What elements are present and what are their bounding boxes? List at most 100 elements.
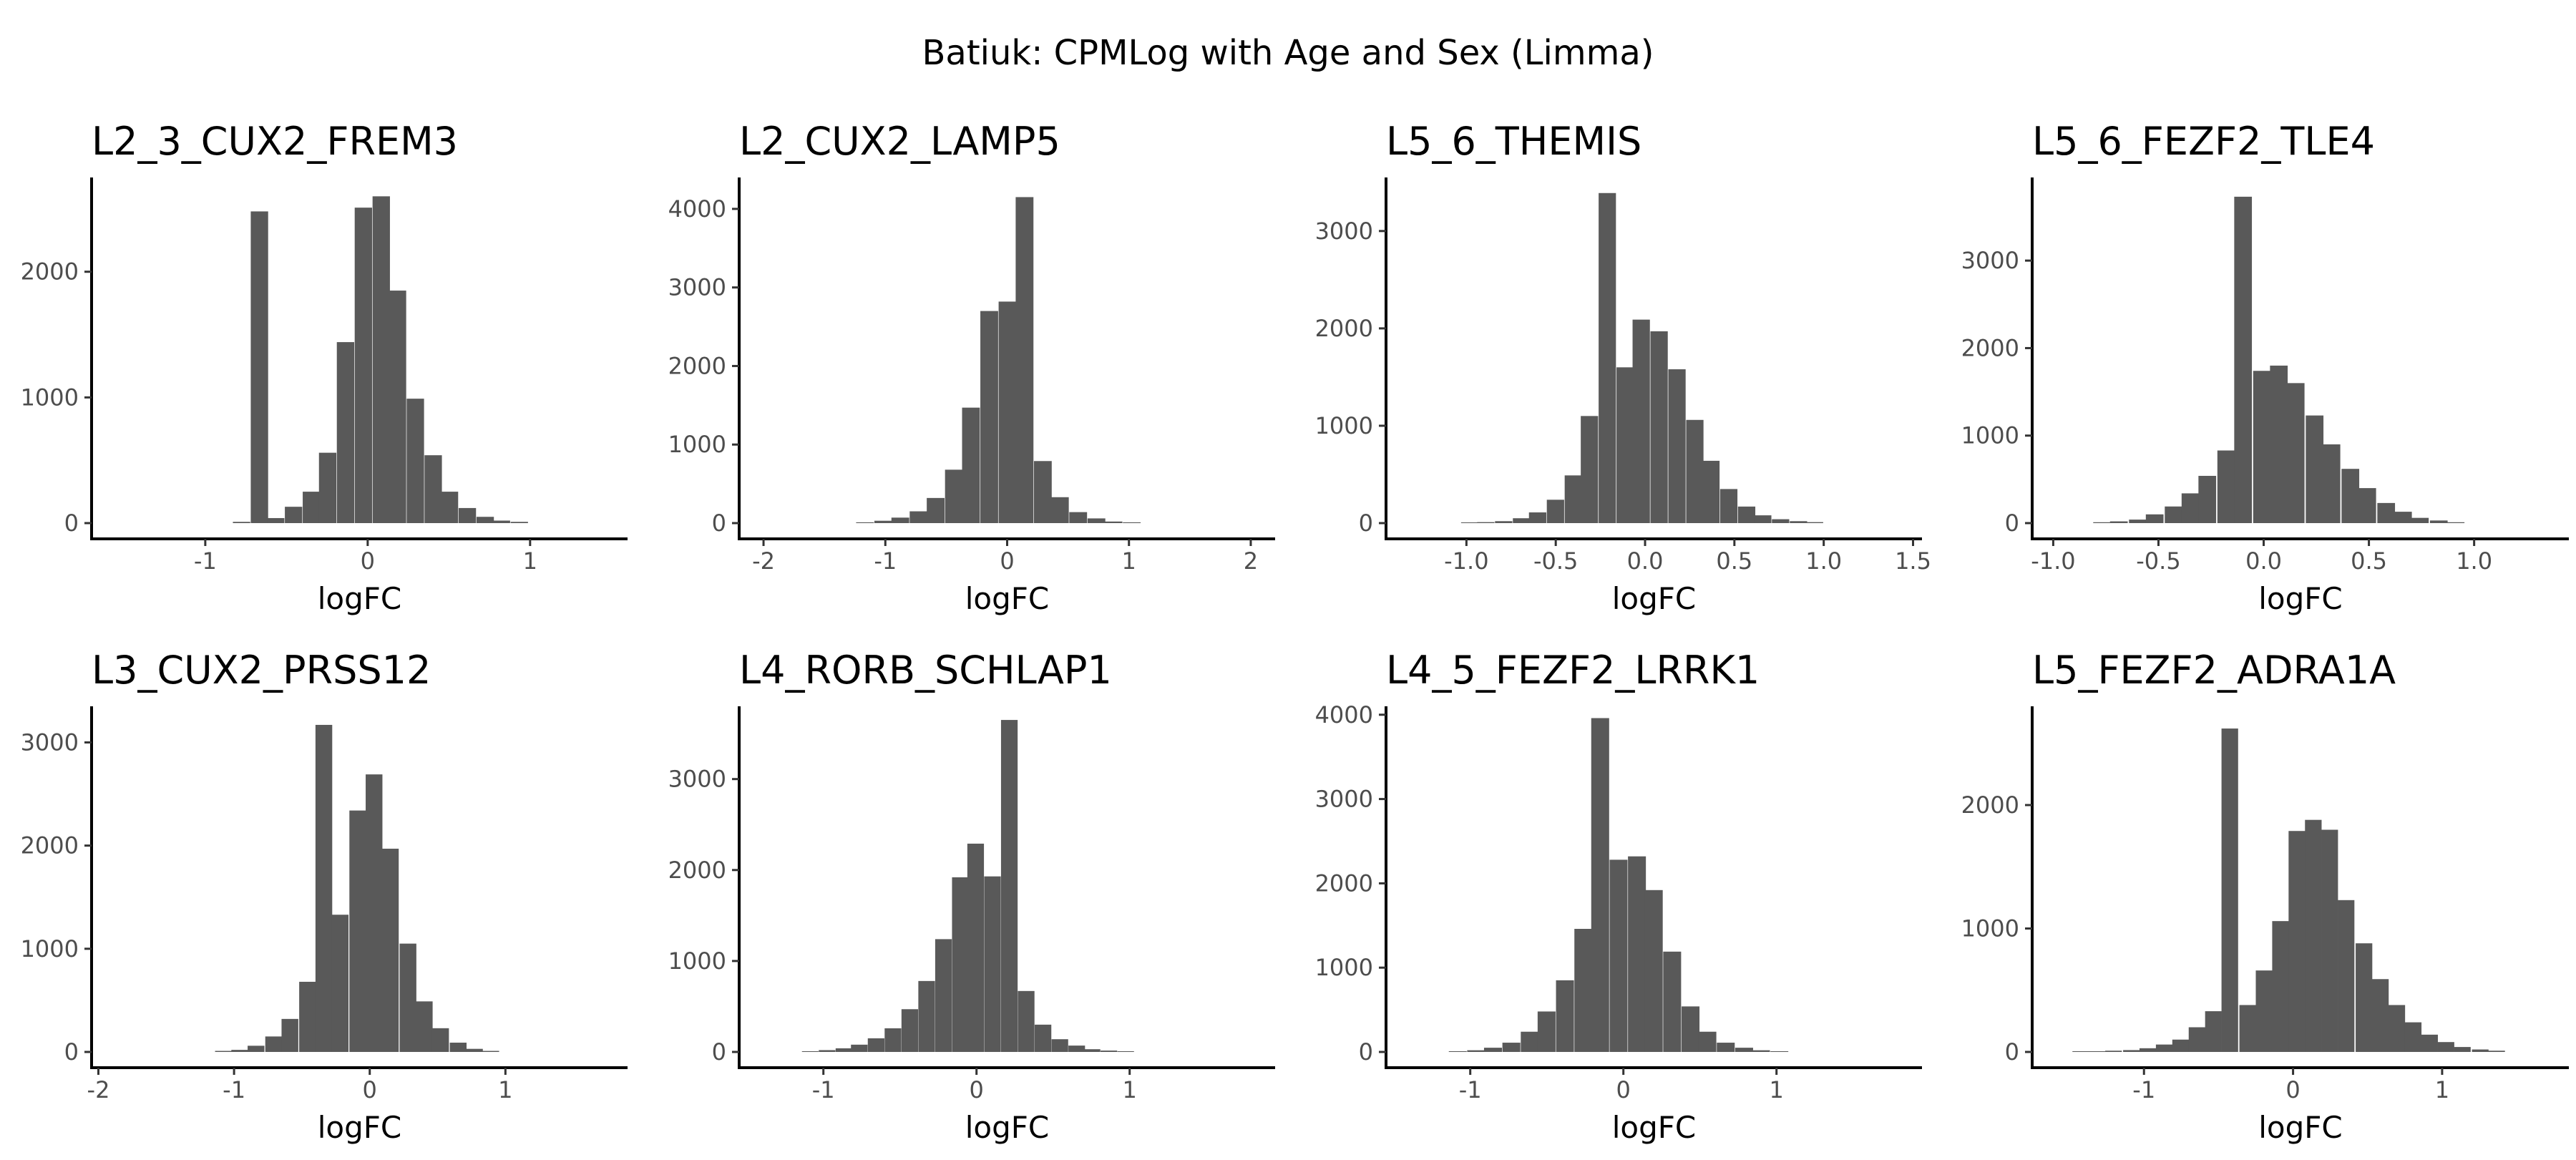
y-tick-label: 3000	[668, 274, 726, 301]
histogram-bar	[1650, 331, 1668, 523]
x-tick-label: 2	[1244, 547, 1258, 575]
x-tick-label: 0.5	[2351, 547, 2387, 575]
histogram-bar	[233, 522, 250, 523]
histogram-bar	[381, 848, 399, 1052]
x-tick-label: 0	[361, 547, 375, 575]
histogram-bar	[2272, 921, 2289, 1052]
panel-l2-3-cux2-frem3: L2_3_CUX2_FREM3 0 1000 2000 -1 0 1 logFC	[21, 119, 628, 616]
x-tick-label: 1	[2435, 1076, 2449, 1103]
histogram-bar	[1686, 419, 1704, 523]
histogram-bar	[2089, 1051, 2106, 1052]
histogram-bar	[1616, 367, 1634, 523]
histogram-bar	[2446, 522, 2465, 523]
histogram-bar	[354, 208, 372, 523]
histogram-bar	[1495, 521, 1513, 523]
histogram-bar	[2306, 415, 2324, 523]
x-tick-label: -0.5	[2136, 547, 2180, 575]
x-tick-label: 1	[523, 547, 537, 575]
histogram-bar	[2411, 517, 2429, 523]
histogram-bar	[1528, 512, 1546, 523]
histogram-bar	[1467, 1050, 1485, 1052]
histogram-bar	[2165, 506, 2182, 523]
histogram-bar	[1609, 859, 1628, 1052]
histogram-bar	[2429, 520, 2448, 523]
histogram-bar	[303, 492, 321, 523]
histogram-bar	[2305, 819, 2322, 1052]
panel-title: L5_6_THEMIS	[1386, 119, 1641, 164]
histogram-bar	[2123, 1050, 2140, 1052]
histogram-bar	[2145, 514, 2164, 523]
histogram-bar	[1632, 319, 1650, 523]
y-tick-label: 0	[2005, 510, 2019, 537]
histogram-bar	[1051, 1039, 1068, 1052]
histogram-bar	[967, 843, 985, 1052]
histogram-bar	[431, 1028, 449, 1052]
histogram-bar	[819, 1050, 836, 1052]
histogram-bar	[2341, 469, 2360, 523]
histogram-bar	[1068, 1046, 1085, 1052]
panel-l5-fezf2-adra1a: L5_FEZF2_ADRA1A 0 1000 2000 -1 0 1 logFC	[1961, 648, 2569, 1145]
histogram-bar	[1772, 519, 1790, 523]
histogram-bar	[510, 522, 528, 523]
y-tick-label: 2000	[668, 857, 726, 884]
x-tick-label: -1	[874, 547, 897, 575]
histogram-bar	[1574, 929, 1593, 1052]
histogram-bar	[1069, 512, 1088, 523]
histogram-bar	[1083, 1049, 1101, 1052]
histogram-bar	[1591, 718, 1609, 1052]
histogram-bar	[998, 301, 1017, 523]
histogram-bar	[2072, 1051, 2089, 1052]
histogram-bar	[215, 1051, 232, 1052]
histogram-bar	[1752, 1050, 1770, 1052]
panel-title: L4_RORB_SCHLAP1	[739, 648, 1112, 693]
histogram-bar	[267, 517, 285, 523]
histogram-bar	[2239, 1005, 2256, 1052]
histogram-bar	[315, 724, 333, 1052]
panel-title: L3_CUX2_PRSS12	[92, 648, 431, 693]
panel-l4-rorb-schlap1: L4_RORB_SCHLAP1 0 1000 2000 3000 -1 0 1 logFC	[668, 648, 1275, 1145]
histogram-bar	[851, 1044, 868, 1052]
histogram-bar	[2221, 728, 2238, 1052]
histogram-bar	[1050, 497, 1069, 523]
histogram-bar	[909, 511, 928, 523]
histogram-bar	[1521, 1031, 1539, 1052]
histogram-bar	[1087, 518, 1106, 523]
y-tick-label: 3000	[1315, 786, 1373, 813]
histogram-bar	[440, 492, 459, 523]
panel-l5-6-themis: L5_6_THEMIS 0 1000 2000 3000 -1.0 -0.5 0.0 0.5 1.…	[1315, 119, 1931, 616]
x-tick-label: -1	[1459, 1076, 1482, 1103]
x-tick-label: 0.0	[1627, 547, 1664, 575]
histogram-bar	[1663, 951, 1682, 1052]
histogram-bar	[424, 455, 442, 523]
histogram-bar	[416, 1001, 433, 1052]
histogram-bar	[984, 876, 1001, 1052]
y-tick-label: 0	[1359, 510, 1373, 537]
histogram-bar	[1805, 522, 1823, 523]
x-tick-label: -2	[752, 547, 775, 575]
histogram-bar	[1668, 369, 1686, 523]
histogram-bar	[1035, 1024, 1052, 1052]
histogram-bar	[1117, 1051, 1134, 1052]
histogram-bar	[1735, 1048, 1753, 1052]
y-tick-label: 0	[64, 1038, 79, 1066]
histogram-bar	[1000, 720, 1018, 1052]
histogram-bar	[372, 196, 390, 523]
x-tick-label: 1.0	[1805, 547, 1842, 575]
histogram-bar	[2404, 1022, 2422, 1052]
x-tick-label: -1	[812, 1076, 835, 1103]
histogram-bar	[1018, 990, 1035, 1052]
histogram-bar	[2321, 829, 2338, 1052]
histogram-bar	[918, 980, 935, 1052]
histogram-bar	[476, 517, 494, 523]
histogram-bar	[366, 774, 383, 1052]
histogram-bar	[874, 520, 892, 523]
x-tick-label: -1	[223, 1076, 245, 1103]
histogram-bar	[265, 1036, 283, 1052]
histogram-bar	[285, 507, 303, 523]
histogram-bar	[1123, 522, 1141, 523]
y-tick-label: 1000	[21, 935, 79, 962]
panel-title: L5_FEZF2_ADRA1A	[2032, 648, 2396, 693]
y-tick-label: 3000	[668, 766, 726, 793]
histogram-bar	[1770, 1051, 1789, 1052]
